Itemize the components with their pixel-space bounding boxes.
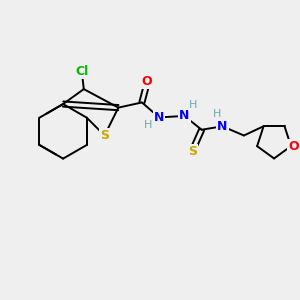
Text: H: H xyxy=(213,109,221,119)
Text: N: N xyxy=(154,111,164,124)
Text: O: O xyxy=(142,75,152,88)
Text: Cl: Cl xyxy=(76,65,89,78)
Text: H: H xyxy=(144,120,152,130)
Text: S: S xyxy=(188,146,197,158)
Text: S: S xyxy=(100,129,109,142)
Text: H: H xyxy=(189,100,197,110)
Text: O: O xyxy=(288,140,298,153)
Text: N: N xyxy=(217,120,227,133)
Text: N: N xyxy=(179,110,190,122)
